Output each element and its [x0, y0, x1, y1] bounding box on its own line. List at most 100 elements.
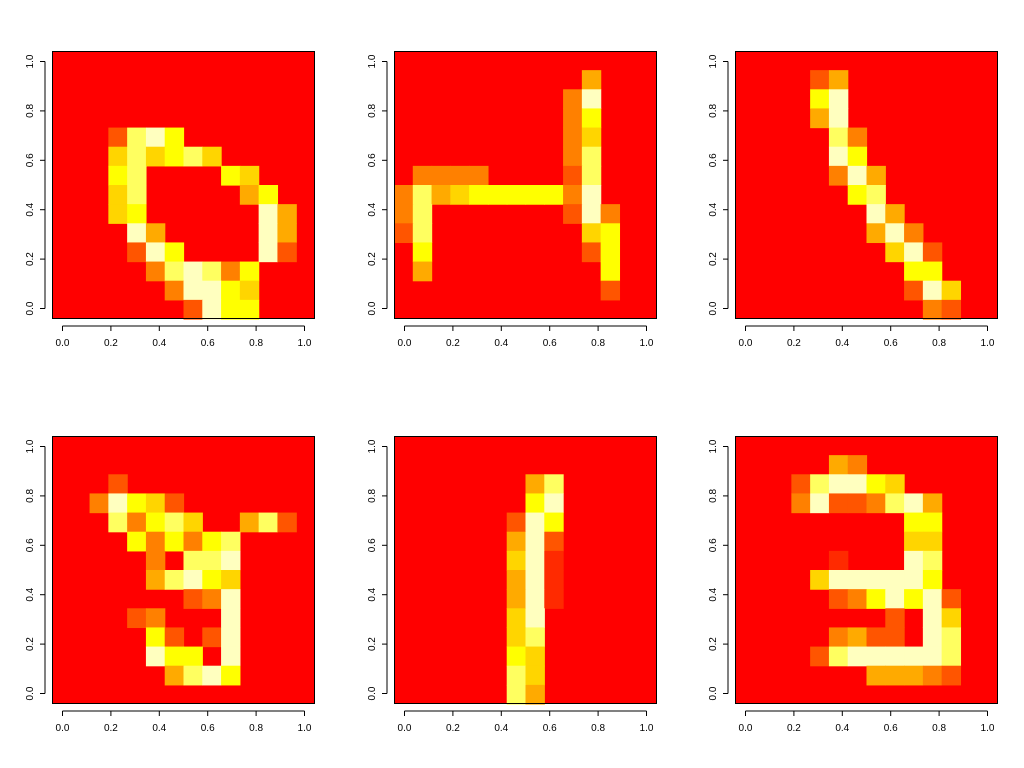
- heatmap-cell: [922, 531, 943, 552]
- heatmap-cell: [828, 108, 849, 129]
- x-tick-label: 0.0: [739, 338, 753, 349]
- y-tick-label: 1.0: [367, 54, 378, 68]
- x-tick-label: 0.6: [884, 723, 898, 734]
- heatmap-cell: [904, 550, 924, 571]
- heatmap-cell: [600, 261, 621, 282]
- heatmap-cell: [922, 550, 943, 571]
- heatmap-cell: [183, 299, 203, 320]
- heatmap-cell: [127, 531, 147, 552]
- heatmap-cell: [922, 589, 943, 609]
- heatmap-cell: [221, 665, 241, 686]
- heatmap-cell: [828, 146, 849, 167]
- heatmap-cell: [127, 185, 147, 205]
- x-tick-label: 0.0: [739, 723, 753, 734]
- heatmap-cell: [904, 493, 924, 514]
- heatmap-cell: [145, 146, 166, 167]
- heatmap-panel-5: 0.0 0.2 0.4 0.6 0.8 1.0 0.0 0.2 0.4 0.6 0.8 1.0: [367, 436, 657, 734]
- heatmap-cell: [108, 204, 128, 224]
- heatmap-cell: [145, 493, 166, 514]
- heatmap-cell: [127, 146, 147, 167]
- heatmap-cell: [828, 165, 849, 186]
- y-tick-label: 0.2: [708, 637, 719, 651]
- heatmap-cell: [506, 531, 527, 552]
- x-tick-label: 0.4: [152, 723, 166, 734]
- heatmap-cell: [866, 665, 886, 686]
- x-tick-label: 0.4: [152, 338, 166, 349]
- heatmap-cell: [412, 242, 433, 263]
- heatmap-cell: [581, 165, 602, 186]
- x-tick-label: 0.8: [932, 338, 946, 349]
- heatmap-cell: [581, 204, 602, 224]
- heatmap-cell: [108, 127, 128, 148]
- heatmap-cell: [525, 512, 545, 533]
- heatmap-cell: [941, 280, 962, 301]
- heatmap-cell: [412, 165, 433, 186]
- heatmap-cell: [828, 589, 849, 609]
- x-tick-label: 1.0: [981, 338, 995, 349]
- x-tick-label: 0.2: [104, 338, 118, 349]
- y-tick-label: 0.4: [25, 587, 36, 601]
- y-tick-label: 0.4: [367, 202, 378, 216]
- y-tick-label: 1.0: [708, 439, 719, 453]
- heatmap-cell: [412, 204, 433, 224]
- heatmap-cell: [525, 185, 545, 205]
- heatmap-cell: [202, 570, 222, 590]
- heatmap-cell: [221, 550, 241, 571]
- heatmap-cell: [525, 646, 545, 667]
- heatmap-cell: [885, 223, 905, 244]
- heatmap-cell: [866, 185, 886, 205]
- heatmap-cell: [866, 646, 886, 667]
- heatmap-cell: [221, 165, 241, 186]
- x-tick-label: 0.6: [884, 338, 898, 349]
- heatmap-cell: [108, 185, 128, 205]
- x-tick-label: 0.8: [591, 338, 605, 349]
- plot-frame: [735, 51, 998, 319]
- heatmap-cell: [544, 570, 564, 590]
- x-tick-label: 0.0: [56, 723, 70, 734]
- heatmap-cell: [922, 493, 943, 514]
- heatmap-cell: [866, 474, 886, 495]
- heatmap-cell: [885, 570, 905, 590]
- heatmap-cell: [563, 127, 583, 148]
- heatmap-cell: [145, 570, 166, 590]
- y-tick-label: 0.0: [708, 686, 719, 700]
- heatmap-cell: [145, 608, 166, 629]
- heatmap-cell: [145, 223, 166, 244]
- heatmap-cell: [525, 627, 545, 648]
- heatmap-cell: [563, 108, 583, 129]
- heatmap-cell: [600, 223, 621, 244]
- heatmap-cell: [866, 589, 886, 609]
- y-tick-label: 0.2: [25, 252, 36, 266]
- heatmap-cell: [145, 512, 166, 533]
- heatmap-cell: [506, 627, 527, 648]
- y-tick-label: 0.2: [367, 252, 378, 266]
- heatmap-cell: [885, 627, 905, 648]
- heatmap-cell: [525, 493, 545, 514]
- heatmap-cell: [239, 512, 260, 533]
- heatmap-cell: [183, 531, 203, 552]
- x-tick-label: 0.8: [591, 723, 605, 734]
- heatmap-panel-3: 0.0 0.2 0.4 0.6 0.8 1.0 0.0 0.2 0.4 0.6 0.8 1.0: [708, 51, 998, 349]
- heatmap-cell: [563, 185, 583, 205]
- heatmap-cell: [164, 261, 185, 282]
- y-tick-label: 0.6: [25, 153, 36, 167]
- heatmap-cell: [904, 570, 924, 590]
- x-tick-label: 0.2: [104, 723, 118, 734]
- heatmap-cell: [828, 127, 849, 148]
- heatmap-cell: [412, 261, 433, 282]
- heatmap-cell: [183, 512, 203, 533]
- heatmap-cell: [866, 165, 886, 186]
- heatmap-cell: [904, 531, 924, 552]
- heatmap-cell: [202, 665, 222, 686]
- heatmap-cell: [847, 589, 868, 609]
- y-tick-label: 0.8: [708, 489, 719, 503]
- heatmap-cell: [450, 185, 470, 205]
- heatmap-cell: [525, 550, 545, 571]
- heatmap-cell: [164, 512, 185, 533]
- heatmap-cell: [277, 223, 297, 244]
- heatmap-cell: [164, 531, 185, 552]
- heatmap-cell: [183, 280, 203, 301]
- heatmap-cell: [506, 185, 527, 205]
- heatmap-cell: [145, 242, 166, 263]
